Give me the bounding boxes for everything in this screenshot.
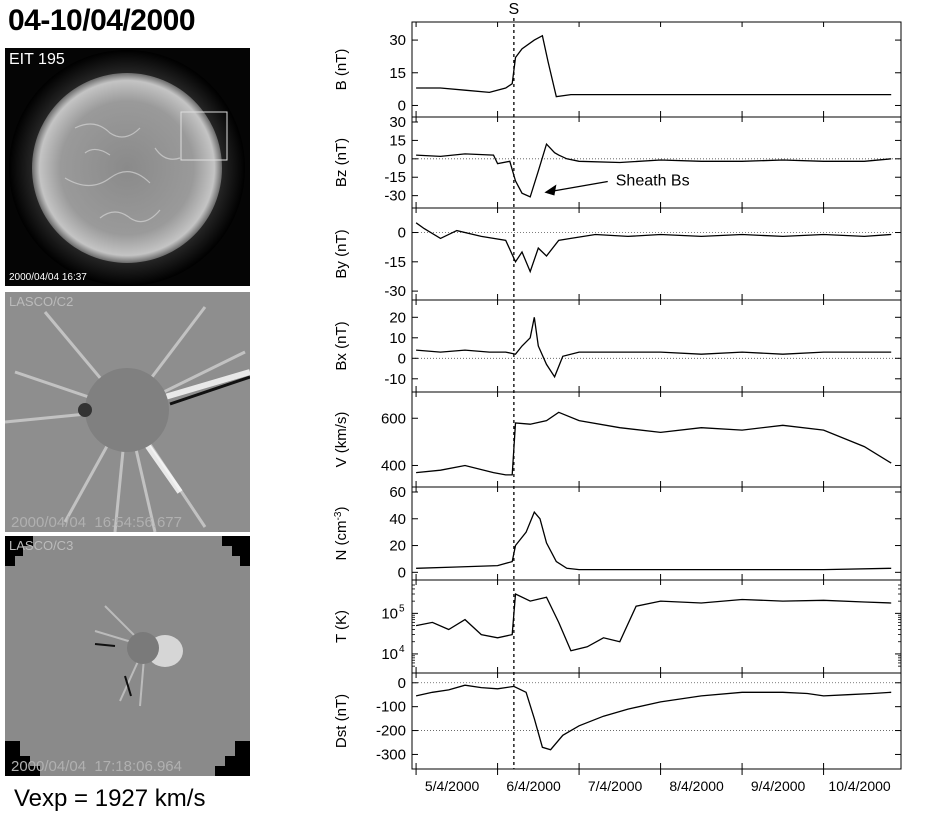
y-tick-label: 0: [398, 97, 406, 114]
chart-annotations: Sheath Bs: [513, 18, 690, 769]
chart-panel: 400 600 V (km/s): [333, 391, 902, 488]
data-series-line: [416, 317, 892, 379]
y-tick-label: 15: [389, 132, 406, 149]
data-series-line: [415, 684, 892, 751]
y-tick-label: -300: [376, 746, 406, 763]
y-tick-label: -200: [376, 723, 406, 740]
panel-frame: [411, 299, 902, 393]
x-tick-label: 9/4/2000: [751, 778, 806, 794]
chart-panel: -30 -15 0 By (nT): [333, 207, 902, 301]
y-tick-label: 10: [389, 330, 406, 347]
y-tick-label: 0: [398, 564, 406, 581]
y-axis-label: N (cm-3): [333, 507, 350, 561]
y-tick-label: -10: [384, 371, 406, 388]
panel-frame: [411, 391, 902, 488]
y-tick-label: 20: [389, 309, 406, 326]
page-title: 04-10/04/2000: [8, 4, 196, 37]
lasco-c3-image-panel: LASCO/C3 2000/04/04 17:18:06.964: [5, 536, 250, 776]
y-tick-label: 0: [398, 225, 406, 242]
coronagraph-c3-image: [5, 536, 250, 776]
y-tick-label: 0: [398, 151, 406, 168]
y-axis-label: V (km/s): [333, 412, 350, 468]
y-tick-label: -30: [384, 283, 406, 300]
y-tick-label: -30: [384, 188, 406, 205]
y-tick-label: 20: [389, 538, 406, 555]
data-series-line: [415, 593, 892, 652]
annotation-arrow: [550, 180, 608, 193]
expansion-speed-label: Vexp = 1927 km/s: [14, 785, 206, 812]
data-series-line: [415, 222, 892, 274]
chart-panel: 10 410 5T (K): [333, 579, 902, 674]
c3-timestamp: 2000/04/04 17:18:06.964: [11, 758, 182, 775]
chart-panel: -10 0 10 20 Bx (nT): [333, 299, 902, 393]
c2-instrument-label: LASCO/C2: [9, 294, 74, 309]
chart-panel: -300 -200 -100 0 Dst (nT): [333, 672, 902, 770]
annotation-text: Sheath Bs: [616, 173, 690, 190]
data-series-line: [416, 34, 892, 98]
lasco-c2-image-panel: LASCO/C2 2000/04/04 16:54:56.677: [5, 292, 250, 532]
y-axis-label: Bz (nT): [333, 138, 350, 187]
x-tick-label: 5/4/2000: [425, 778, 480, 794]
x-tick-label: 10/4/2000: [828, 778, 890, 794]
x-tick-label: 8/4/2000: [669, 778, 724, 794]
y-tick-label: 40: [389, 511, 406, 528]
x-tick-label: 7/4/2000: [588, 778, 643, 794]
y-axis-label: By (nT): [333, 229, 350, 278]
y-tick-label: -100: [376, 699, 406, 716]
y-tick-label: 60: [389, 484, 406, 501]
y-tick-label: 30: [389, 114, 406, 131]
y-tick-label: 0: [398, 350, 406, 367]
y-axis-label: B (nT): [333, 49, 350, 91]
data-series-line: [416, 142, 892, 198]
y-tick-label: 400: [381, 457, 406, 474]
eit-timestamp: 2000/04/04 16:37: [9, 272, 87, 283]
data-series-line: [416, 411, 892, 476]
y-axis-label: Dst (nT): [333, 694, 350, 748]
y-tick-label: 15: [389, 65, 406, 82]
panel-frame: [411, 672, 902, 770]
y-tick-label: 30: [389, 32, 406, 49]
panel-frame: [411, 579, 902, 674]
y-tick-exponent: 4: [399, 644, 405, 655]
panel-frame: [411, 116, 902, 209]
y-tick-label: -15: [384, 254, 406, 271]
y-tick-label: 0: [398, 675, 406, 692]
panel-frame: [411, 207, 902, 301]
annotation-arrowhead: [544, 184, 557, 196]
y-tick-exponent: 5: [399, 603, 405, 614]
y-tick-label: 10: [381, 605, 398, 622]
x-tick-label: 6/4/2000: [506, 778, 561, 794]
sun-image: [5, 48, 250, 286]
y-tick-label: 10: [381, 646, 398, 663]
chart-panel: 0 15 30 B (nT): [333, 21, 902, 118]
eit-image-panel: EIT 195 2000/04/04 16:37: [5, 48, 250, 286]
y-axis-label: T (K): [333, 610, 350, 643]
eit-instrument-label: EIT 195: [9, 51, 65, 68]
y-tick-label: 600: [381, 410, 406, 427]
panel-frame: [411, 21, 902, 118]
shock-label: S: [509, 1, 520, 18]
c3-instrument-label: LASCO/C3: [9, 538, 74, 553]
y-axis-label: Bx (nT): [333, 321, 350, 370]
y-tick-label: -15: [384, 169, 406, 186]
data-series-line: [416, 510, 892, 571]
coronagraph-c2-image: [5, 292, 250, 532]
c2-timestamp: 2000/04/04 16:54:56.677: [11, 514, 182, 531]
chart-panel: 0 20 40 60 N (cm-3): [333, 484, 902, 581]
